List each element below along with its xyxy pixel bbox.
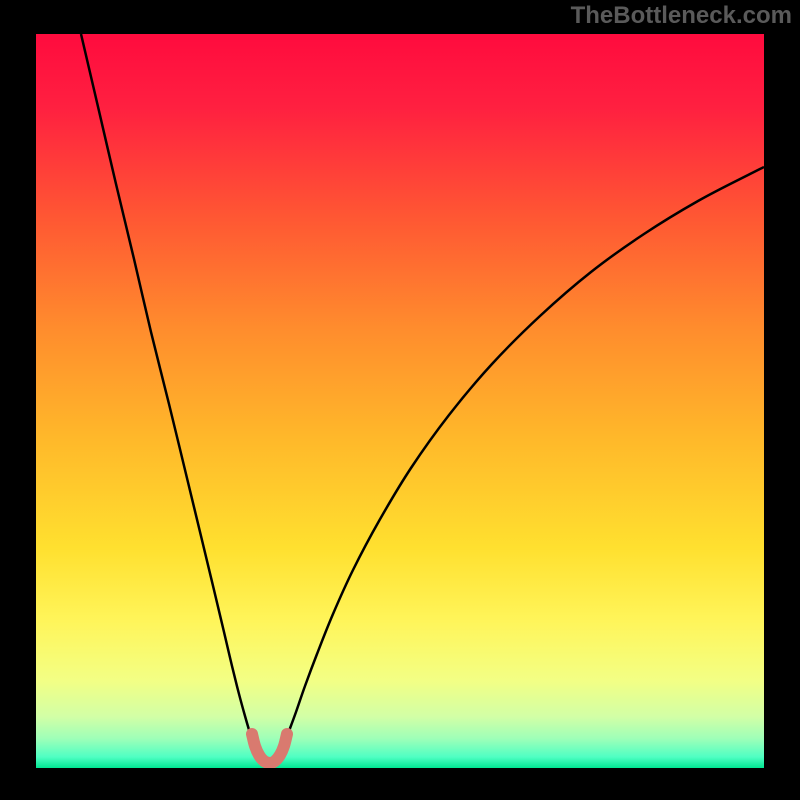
valley-marker [252,734,287,763]
right-curve [284,167,764,744]
curve-overlay [36,34,764,768]
plot-area [36,34,764,768]
chart-container: TheBottleneck.com [0,0,800,800]
left-curve [81,34,254,744]
watermark-text: TheBottleneck.com [571,2,792,30]
